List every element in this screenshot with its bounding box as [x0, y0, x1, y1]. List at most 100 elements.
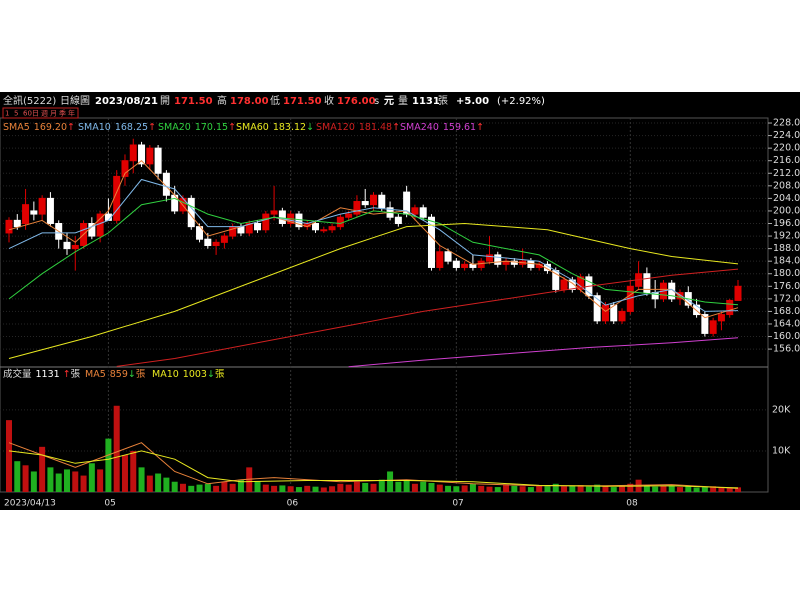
y-tick-label: 220.0	[773, 143, 800, 154]
candle-body	[494, 254, 502, 265]
legend-entry: SMA5 169.20↑	[3, 122, 75, 133]
legend-name: MA5	[85, 369, 106, 380]
legend-entry: MA5 859↓張	[85, 369, 146, 380]
legend-name: SMA20	[158, 122, 191, 133]
candle-body	[444, 251, 452, 262]
volume-bar	[478, 485, 485, 492]
legend-entry: SMA60 183.12↓	[236, 122, 314, 133]
volume-bar	[668, 485, 675, 492]
period-button: 5	[14, 110, 18, 118]
candle-body	[676, 292, 684, 300]
legend-entry: MA10 1003↓張	[152, 369, 225, 380]
volume-bar	[47, 467, 54, 492]
candle-body	[336, 216, 344, 228]
candle-body	[361, 201, 369, 206]
volume-bar	[677, 487, 684, 492]
volume-last: 1131	[36, 369, 60, 380]
candle-body	[709, 320, 717, 334]
legend-name: SMA5	[3, 122, 30, 133]
period-button: 年	[68, 109, 75, 118]
y-tick-label: 176.0	[773, 281, 800, 292]
field-value: 171.50	[174, 96, 213, 107]
period-button: 季	[59, 109, 66, 118]
volume-bar	[295, 487, 302, 492]
volume-bar	[30, 471, 37, 492]
y-tick-label: 156.0	[773, 344, 800, 355]
volume-bar	[660, 485, 667, 492]
ma-line	[8, 222, 739, 359]
y-tick-label: 188.0	[773, 243, 800, 254]
volume-bar	[718, 487, 725, 492]
volume-bar	[561, 486, 568, 492]
legend-trend: ↓	[306, 122, 314, 133]
x-tick-label: 08	[626, 499, 638, 509]
volume-bar	[304, 485, 311, 492]
volume-title: 成交量	[3, 368, 32, 380]
volume-bar	[237, 479, 244, 492]
volume-bar	[179, 483, 186, 492]
x-tick-label: 06	[287, 499, 299, 509]
candle-body	[22, 204, 30, 225]
candle-body	[601, 304, 609, 322]
volume-trend: ↑	[63, 369, 71, 380]
volume-bar	[403, 479, 410, 492]
candle-body	[162, 172, 170, 196]
candle-body	[278, 210, 286, 225]
candle-body	[477, 260, 485, 268]
candle-body	[113, 175, 121, 221]
candle-body	[726, 299, 734, 316]
volume-bar	[163, 477, 170, 492]
legend-legend_value: 181.48	[359, 122, 392, 133]
volume-bar	[461, 485, 468, 492]
candle-body	[419, 207, 427, 218]
candle-body	[593, 295, 601, 322]
legend-legend_value: 159.61	[443, 122, 476, 133]
candle-body	[560, 279, 568, 290]
volume-bar	[39, 446, 46, 492]
volume-bar	[320, 487, 327, 492]
legend-legend_value: 168.25	[115, 122, 148, 133]
candle-body	[610, 304, 618, 322]
ma-line	[8, 197, 739, 306]
volume-bar	[436, 484, 443, 492]
field-label: s	[374, 96, 379, 107]
volume-bar	[22, 465, 29, 492]
volume-bar	[519, 486, 526, 492]
volume-bar	[428, 482, 435, 492]
legend-unit: 張	[215, 369, 225, 380]
volume-bar	[387, 471, 394, 492]
field-label: 量	[398, 95, 408, 107]
volume-bar	[693, 487, 700, 492]
y-tick-label: 228.0	[773, 118, 800, 129]
volume-bar	[130, 450, 137, 492]
volume-bar	[362, 482, 369, 492]
legend-trend: ↑	[67, 122, 75, 133]
y-tick-label: 180.0	[773, 268, 800, 279]
candle-body	[378, 194, 386, 209]
field-label: 收	[324, 94, 334, 107]
volume-bar	[72, 471, 79, 492]
y-tick-label: 168.0	[773, 306, 800, 317]
volume-bar	[569, 485, 576, 492]
volume-bar	[155, 473, 162, 492]
legend-entry: SMA20 170.15↑	[158, 122, 236, 133]
candle-body	[717, 314, 725, 322]
volume-bar	[337, 483, 344, 492]
field-value: 171.50	[283, 96, 322, 107]
volume-bar	[511, 485, 518, 492]
y-tick-label: 212.0	[773, 168, 800, 179]
volume-bar	[329, 486, 336, 492]
legend-trend: ↑	[392, 122, 400, 133]
volume-bar	[395, 481, 402, 492]
volume-bar	[735, 487, 741, 492]
candle-body	[63, 241, 71, 250]
candle-body	[38, 197, 46, 215]
volume-bar	[312, 486, 319, 492]
volume-bar	[345, 484, 352, 492]
ma-line	[8, 450, 739, 489]
candle-body	[527, 260, 535, 268]
legend-value: 859	[110, 369, 128, 380]
volume-bar	[138, 467, 145, 492]
y-tick-label: 200.0	[773, 205, 800, 216]
